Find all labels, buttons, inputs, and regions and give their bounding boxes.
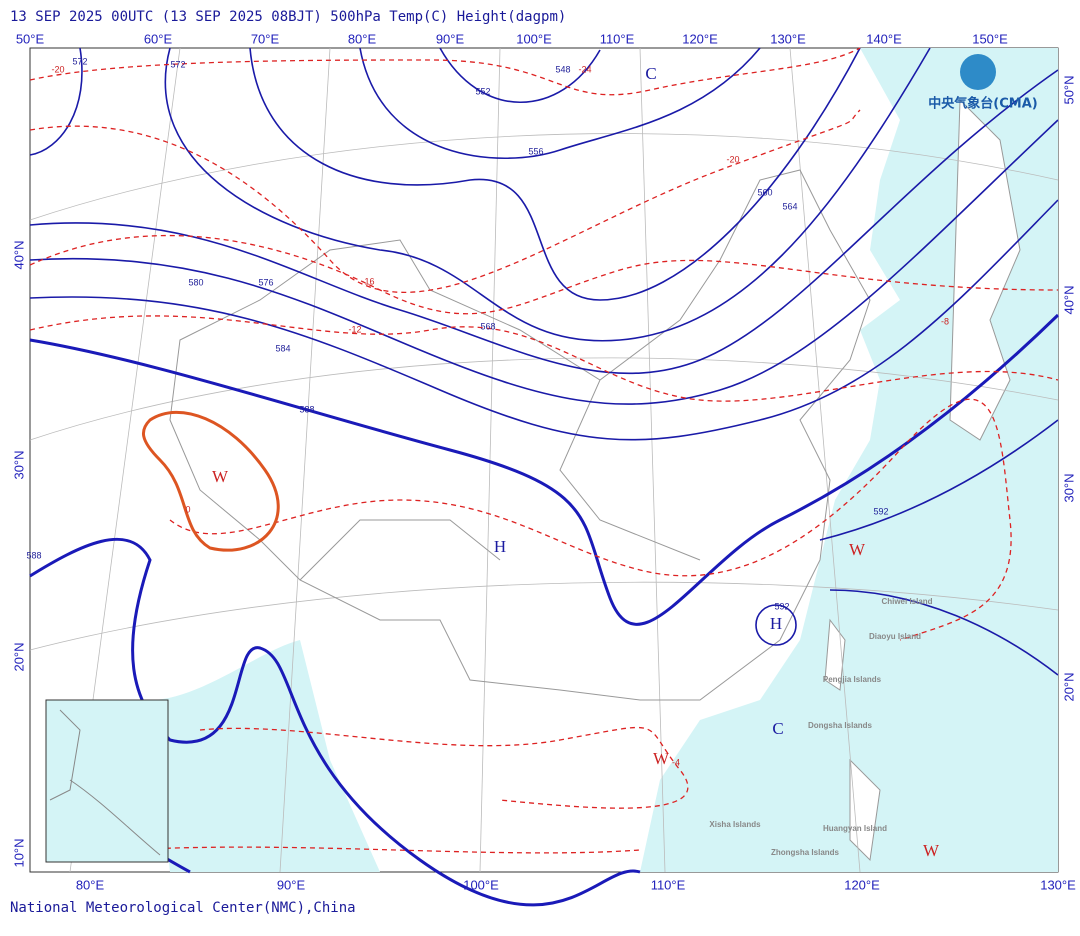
- ocean: [150, 640, 380, 872]
- logo-text: 中央气象台(CMA): [928, 96, 1037, 112]
- inset-frame: [45, 699, 169, 863]
- pressure-system: W: [849, 540, 866, 559]
- island-label: Pengjia Islands: [823, 675, 882, 684]
- height-label: 564: [782, 201, 797, 211]
- height-label: 588: [299, 404, 314, 414]
- ocean: [640, 48, 1058, 872]
- lon-label: 130°E: [1040, 877, 1076, 892]
- inset-coast: [49, 709, 161, 856]
- temp-label: -20: [51, 64, 64, 74]
- lon-label: 130°E: [770, 31, 806, 46]
- temp-label: -4: [672, 757, 680, 767]
- lon-label: 150°E: [972, 31, 1008, 46]
- lon-label: 60°E: [144, 31, 173, 46]
- pressure-system: C: [645, 64, 656, 83]
- island-label: Xisha Islands: [709, 820, 761, 829]
- height-label: 580: [188, 277, 203, 287]
- height-label: 552: [475, 86, 490, 96]
- height-label: 560: [757, 187, 772, 197]
- pressure-system: C: [772, 719, 783, 738]
- pressure-system: H: [494, 537, 506, 556]
- logo: 中央气象台(CMA): [928, 54, 1038, 112]
- lat-label: 50°N: [1061, 75, 1076, 104]
- temperature-contours: [29, 47, 1059, 854]
- lat-label: 20°N: [11, 642, 26, 671]
- lat-label: 40°N: [1061, 285, 1076, 314]
- height-label: 548: [555, 64, 570, 74]
- country-border: [169, 169, 871, 701]
- lon-label: 80°E: [348, 31, 377, 46]
- warm-core: [141, 410, 280, 552]
- pressure-system: H: [770, 614, 782, 633]
- island-label: Dongsha Islands: [808, 721, 873, 730]
- lat-label: 10°N: [11, 838, 26, 867]
- map-body: 50°E 60°E 70°E 80°E 90°E 100°E 110°E 120°E 130°E…: [11, 31, 1076, 907]
- lon-label: 140°E: [866, 31, 902, 46]
- lon-label: 90°E: [436, 31, 465, 46]
- graticule: [29, 47, 1059, 873]
- logo-icon: [960, 54, 996, 90]
- lon-label: 100°E: [463, 877, 499, 892]
- lon-label: 120°E: [682, 31, 718, 46]
- temp-label: 0: [185, 504, 190, 514]
- temp-label: -20: [726, 154, 739, 164]
- island-label: Huangyan Island: [823, 824, 887, 833]
- height-label: 556: [528, 146, 543, 156]
- height-label: 584: [275, 343, 290, 353]
- lat-label: 40°N: [11, 240, 26, 269]
- temp-label: -24: [578, 64, 591, 74]
- height-label: 588: [26, 550, 41, 560]
- lon-label: 100°E: [516, 31, 552, 46]
- height-label: 572: [72, 56, 87, 66]
- island-label: Chiwei Island: [881, 597, 932, 606]
- map-labels: 50°E 60°E 70°E 80°E 90°E 100°E 110°E 120°E 130°E…: [11, 31, 1076, 892]
- height-label: 568: [480, 321, 495, 331]
- pressure-system: W: [653, 749, 670, 768]
- island-label: Diaoyu Island: [869, 632, 921, 641]
- pressure-system: W: [212, 467, 229, 486]
- height-label: 592: [873, 506, 888, 516]
- temp-label: -12: [348, 324, 361, 334]
- lon-label: 90°E: [277, 877, 306, 892]
- lat-label: 20°N: [1061, 672, 1076, 701]
- island-label: Zhongsha Islands: [771, 848, 840, 857]
- lon-label: 50°E: [16, 31, 45, 46]
- height-label: 572: [170, 59, 185, 69]
- pressure-system: W: [923, 841, 940, 860]
- lon-label: 70°E: [251, 31, 280, 46]
- lon-label: 110°E: [651, 877, 686, 892]
- lon-label: 80°E: [76, 877, 105, 892]
- height-label: 576: [258, 277, 273, 287]
- lon-label: 120°E: [844, 877, 880, 892]
- temp-label: -16: [361, 276, 374, 286]
- map-title: 13 SEP 2025 00UTC (13 SEP 2025 08BJT) 50…: [10, 9, 566, 25]
- footer: National Meteorological Center(NMC),Chin…: [10, 900, 356, 916]
- temp-label: -8: [941, 316, 949, 326]
- lat-label: 30°N: [1061, 473, 1076, 502]
- height-label: 592: [774, 601, 789, 611]
- lat-label: 30°N: [11, 450, 26, 479]
- lon-label: 110°E: [600, 31, 635, 46]
